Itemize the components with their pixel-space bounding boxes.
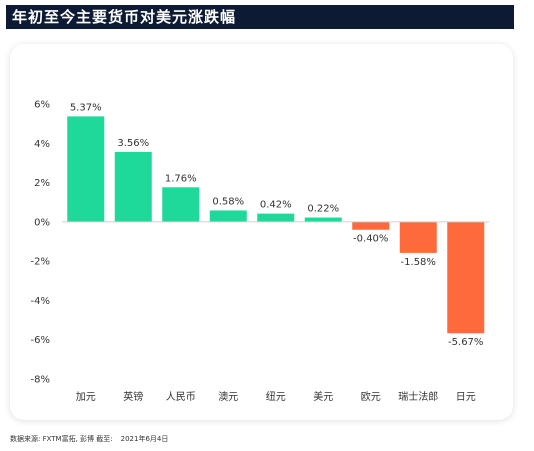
- bar: [209, 210, 247, 222]
- bar: [67, 116, 105, 222]
- bar: [304, 217, 342, 222]
- source-date: 2021年6月4日: [120, 435, 169, 443]
- chart-title: 年初至今主要货币对美元涨跌幅: [12, 8, 237, 26]
- data-label: 1.76%: [165, 173, 197, 184]
- bar: [162, 187, 200, 222]
- data-label: -0.40%: [353, 234, 388, 245]
- y-tick-label: -2%: [31, 257, 50, 268]
- data-label: 0.42%: [260, 200, 292, 211]
- y-tick-label: 0%: [34, 217, 50, 228]
- bar: [399, 221, 437, 253]
- data-label: 3.56%: [117, 138, 149, 149]
- x-tick-label: 纽元: [266, 390, 286, 403]
- y-tick-label: -6%: [31, 335, 50, 346]
- y-tick-label: -8%: [31, 375, 50, 386]
- bar: [114, 151, 152, 222]
- data-label: 0.22%: [307, 204, 339, 215]
- x-tick-label: 加元: [76, 391, 96, 403]
- x-tick-label: 人民币: [166, 391, 196, 403]
- data-label: 0.58%: [212, 196, 244, 207]
- title-bar: 年初至今主要货币对美元涨跌幅: [6, 5, 514, 29]
- data-label: -1.58%: [401, 257, 436, 268]
- x-tick-label: 澳元: [218, 390, 238, 403]
- bar: [447, 221, 485, 334]
- x-tick-label: 日元: [456, 392, 476, 403]
- x-tick-label: 美元: [313, 390, 333, 403]
- bar: [257, 213, 295, 222]
- y-tick-label: 2%: [34, 178, 50, 189]
- x-tick-label: 瑞士法郎: [398, 390, 438, 403]
- y-tick-label: -4%: [31, 296, 50, 307]
- x-tick-label: 欧元: [361, 391, 381, 403]
- source-text: 数据来源: FXTM富拓, 彭博 截至:: [10, 435, 113, 443]
- x-tick-label: 英镑: [123, 390, 143, 403]
- bar: [352, 221, 390, 230]
- data-label: -5.67%: [448, 337, 483, 348]
- data-label: 5.37%: [70, 102, 102, 113]
- y-tick-label: 6%: [34, 100, 50, 111]
- source-note: 数据来源: FXTM富拓, 彭博 截至: 2021年6月4日: [10, 434, 168, 444]
- y-tick-label: 4%: [34, 139, 50, 150]
